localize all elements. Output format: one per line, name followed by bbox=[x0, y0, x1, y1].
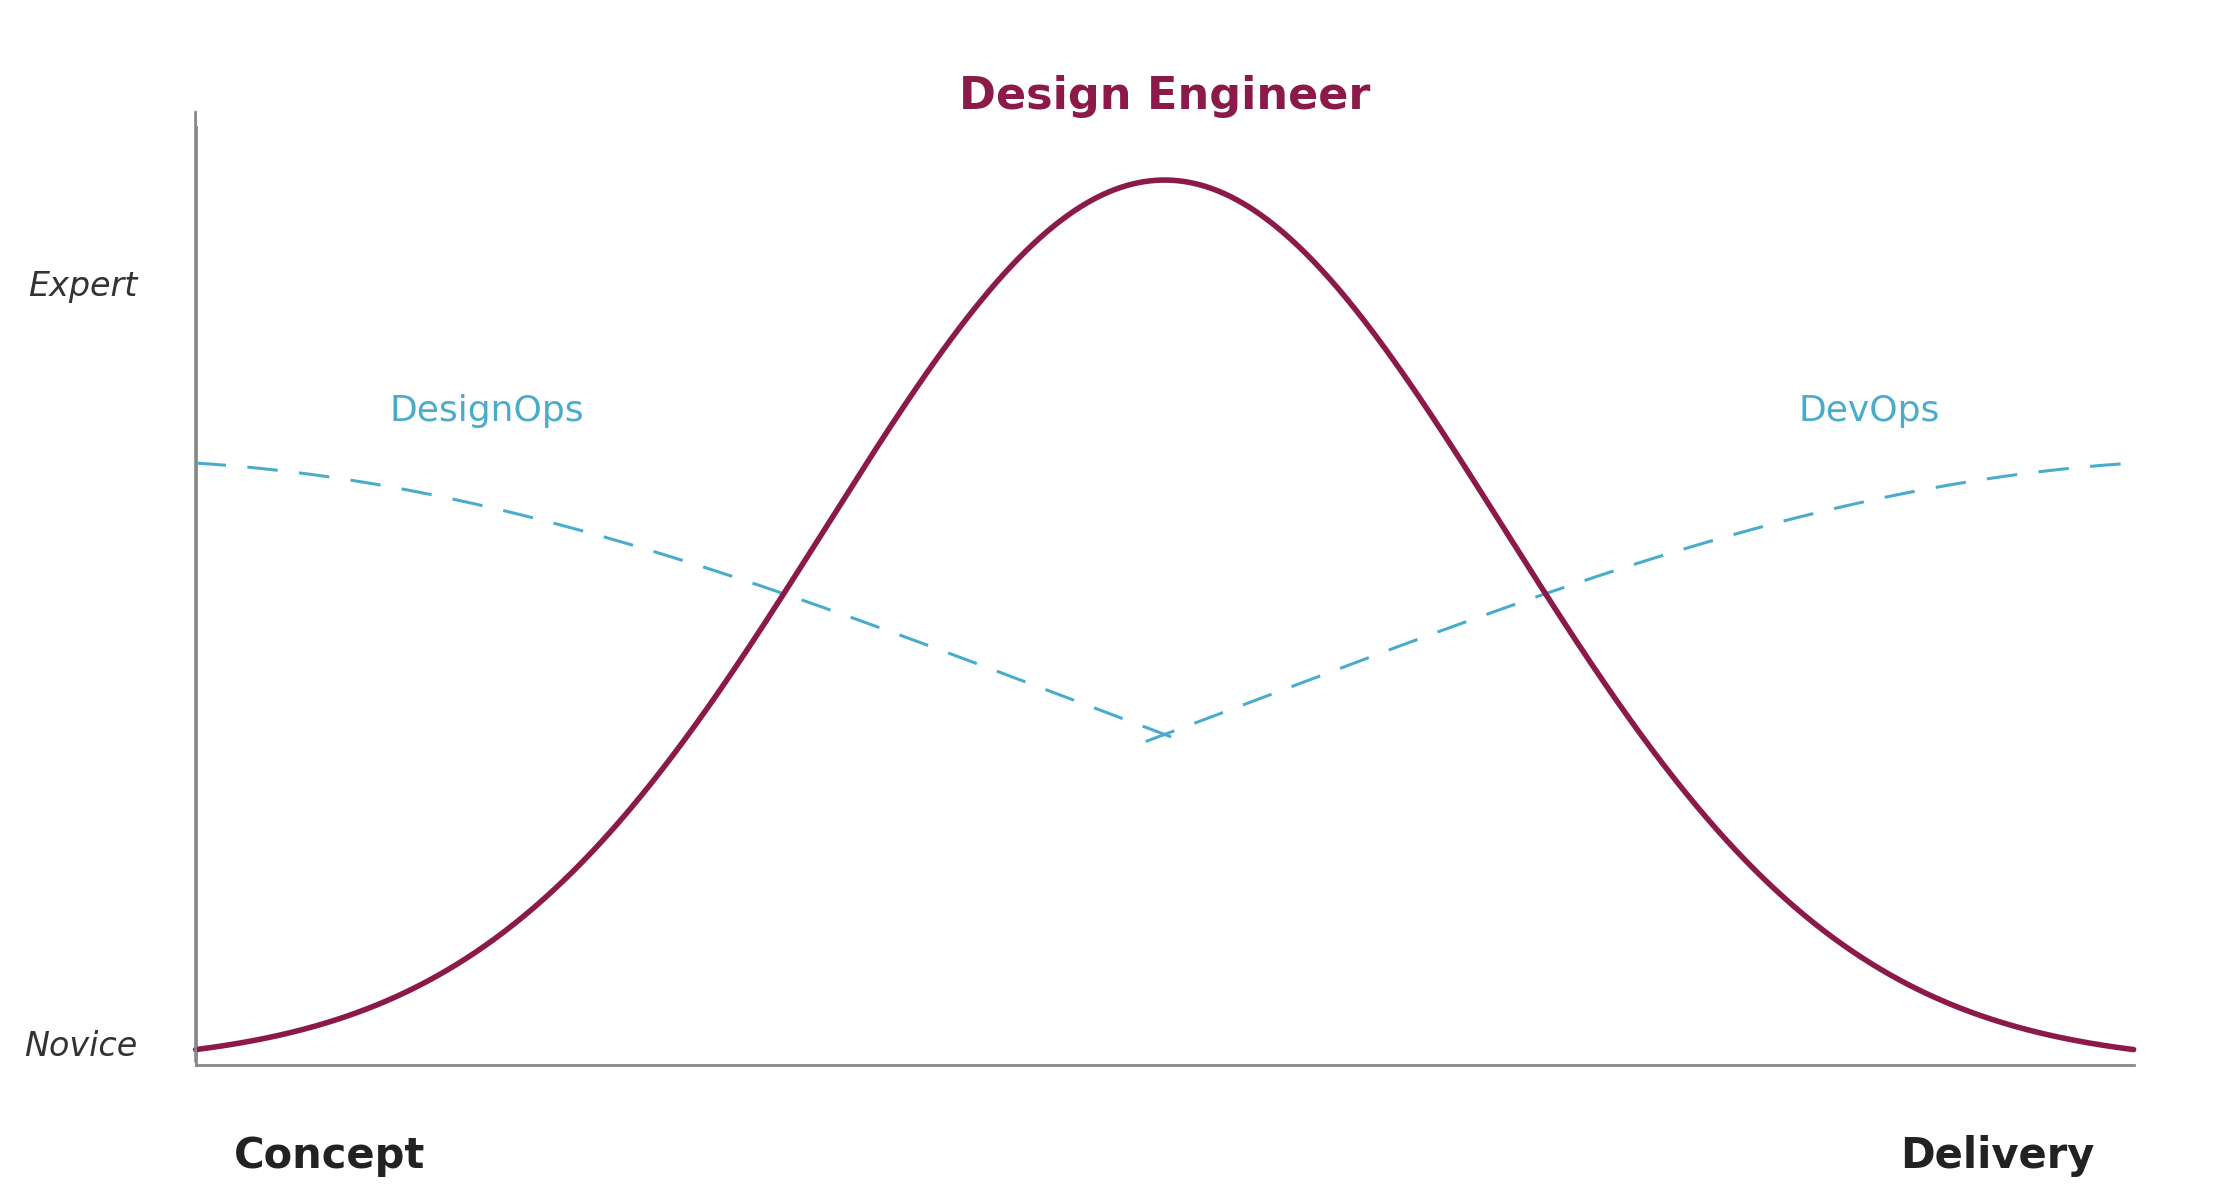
Text: DevOps: DevOps bbox=[1799, 394, 1940, 427]
Text: Design Engineer: Design Engineer bbox=[960, 75, 1370, 118]
Text: Concept: Concept bbox=[234, 1135, 426, 1177]
Text: Novice: Novice bbox=[25, 1030, 138, 1064]
Text: Delivery: Delivery bbox=[1899, 1135, 2096, 1177]
Text: Expert: Expert bbox=[29, 270, 138, 302]
Text: DesignOps: DesignOps bbox=[388, 394, 585, 427]
